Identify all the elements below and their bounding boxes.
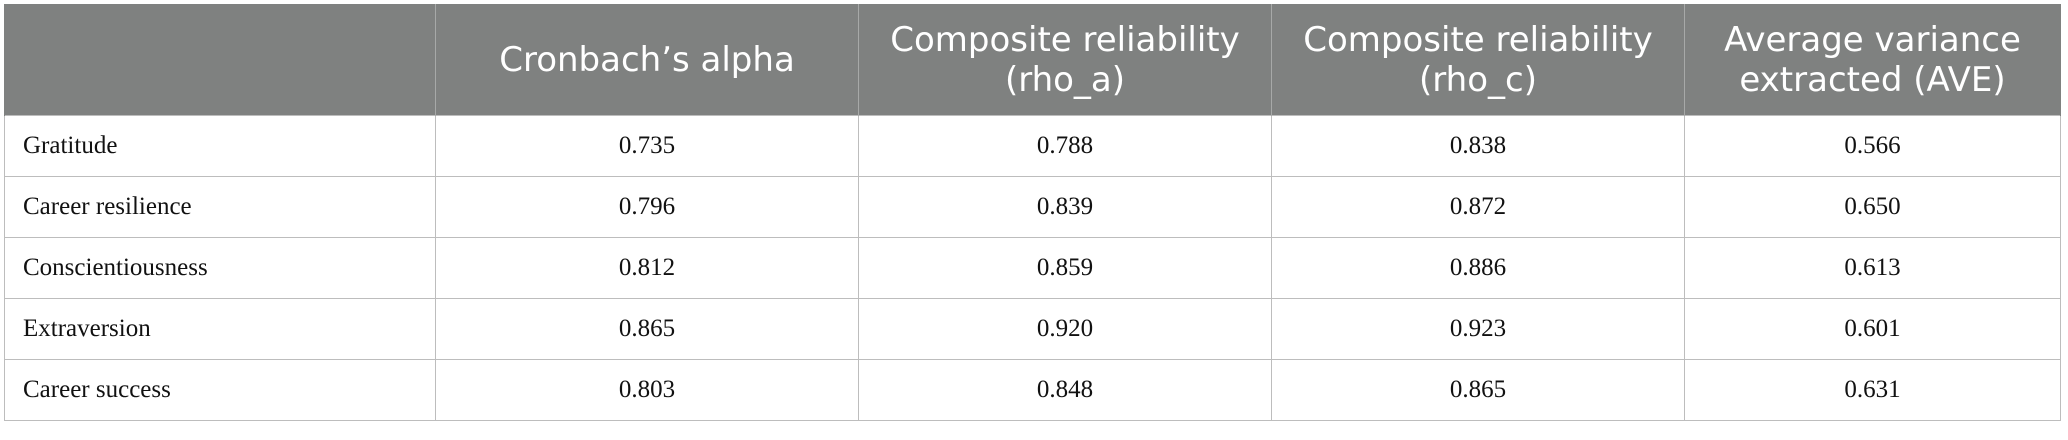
header-cell-cronbach-alpha: Cronbach’s alpha	[435, 4, 859, 116]
table-cell: 0.566	[1684, 115, 2061, 177]
table-cell: 0.838	[1271, 115, 1685, 177]
table-cell: 0.872	[1271, 176, 1685, 238]
table-cell: 0.788	[858, 115, 1272, 177]
table-cell: 0.920	[858, 298, 1272, 360]
table-row: Extraversion 0.865 0.920 0.923 0.601	[4, 298, 2061, 360]
table-row: Career resilience 0.796 0.839 0.872 0.65…	[4, 176, 2061, 238]
table-cell: 0.859	[858, 237, 1272, 299]
row-label: Conscientiousness	[4, 237, 436, 299]
table-cell: 0.796	[435, 176, 859, 238]
table-header: Cronbach’s alpha Composite reliability (…	[4, 4, 2061, 116]
header-cell-composite-reliability-rho-a: Composite reliability (rho_a)	[858, 4, 1272, 116]
table-cell: 0.613	[1684, 237, 2061, 299]
table-cell: 0.839	[858, 176, 1272, 238]
table-body: Gratitude 0.735 0.788 0.838 0.566 Career…	[4, 115, 2061, 421]
table-row: Conscientiousness 0.812 0.859 0.886 0.61…	[4, 237, 2061, 299]
table-cell: 0.848	[858, 359, 1272, 421]
table-row: Career success 0.803 0.848 0.865 0.631	[4, 359, 2061, 421]
header-row: Cronbach’s alpha Composite reliability (…	[4, 4, 2061, 116]
table-cell: 0.812	[435, 237, 859, 299]
table-cell: 0.923	[1271, 298, 1685, 360]
row-label: Career resilience	[4, 176, 436, 238]
table-cell: 0.865	[1271, 359, 1685, 421]
row-label: Career success	[4, 359, 436, 421]
reliability-table: Cronbach’s alpha Composite reliability (…	[4, 4, 2061, 421]
table-row: Gratitude 0.735 0.788 0.838 0.566	[4, 115, 2061, 177]
table-cell: 0.803	[435, 359, 859, 421]
reliability-table-container: Cronbach’s alpha Composite reliability (…	[4, 4, 2061, 421]
table-cell: 0.601	[1684, 298, 2061, 360]
table-cell: 0.631	[1684, 359, 2061, 421]
table-cell: 0.865	[435, 298, 859, 360]
row-label: Gratitude	[4, 115, 436, 177]
row-label: Extraversion	[4, 298, 436, 360]
header-cell-ave: Average variance extracted (AVE)	[1684, 4, 2061, 116]
table-cell: 0.886	[1271, 237, 1685, 299]
header-cell-composite-reliability-rho-c: Composite reliability (rho_c)	[1271, 4, 1685, 116]
header-cell-empty	[4, 4, 436, 116]
table-cell: 0.650	[1684, 176, 2061, 238]
table-cell: 0.735	[435, 115, 859, 177]
